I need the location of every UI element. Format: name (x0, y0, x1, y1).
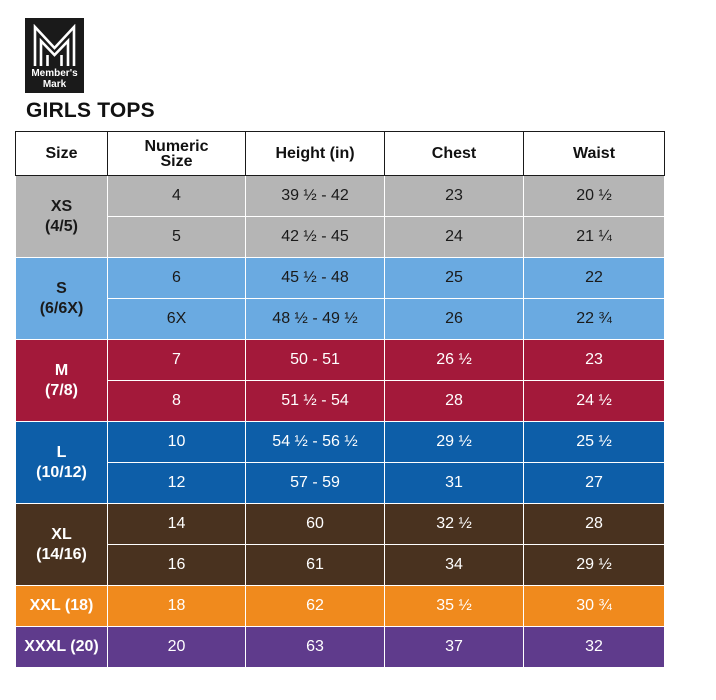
waist-cell: 21 ¼ (523, 216, 665, 258)
waist-cell: 32 (523, 626, 665, 668)
size-range: (4/5) (45, 217, 78, 235)
header-numeric-size: Numeric Size (107, 131, 246, 176)
size-cell: L (10/12) (15, 421, 108, 504)
size-range: (14/16) (36, 545, 87, 563)
logo-wordmark: Member's Mark (25, 68, 84, 90)
waist-cell: 29 ½ (523, 544, 665, 586)
height-cell: 42 ½ - 45 (245, 216, 385, 258)
chest-cell: 26 ½ (384, 339, 524, 381)
logo-line-1: Member's (31, 68, 78, 79)
header-numeric-line-2: Size (160, 152, 193, 170)
table-row: M (7/8) 7 50 - 51 26 ½ 23 (15, 339, 665, 422)
header-chest: Chest (384, 131, 524, 176)
chest-cell: 32 ½ (384, 503, 524, 545)
height-cell: 63 (245, 626, 385, 668)
size-chart-table: Size Numeric Size Height (in) Chest Wais… (15, 131, 665, 668)
waist-cell: 20 ½ (523, 175, 665, 217)
header-numeric-line-1: Numeric (144, 137, 209, 155)
height-cell: 60 (245, 503, 385, 545)
chart-title: GIRLS TOPS (26, 99, 155, 122)
size-range: (7/8) (45, 381, 78, 399)
size-cell: S (6/6X) (15, 257, 108, 340)
members-mark-logo: Member's Mark (25, 18, 84, 93)
numeric-cell: 6X (107, 298, 246, 340)
header-height: Height (in) (245, 131, 385, 176)
waist-cell: 25 ½ (523, 421, 665, 463)
height-cell: 39 ½ - 42 (245, 175, 385, 217)
size-label: M (54, 361, 69, 379)
height-cell: 48 ½ - 49 ½ (245, 298, 385, 340)
size-label: XXXL (20) (24, 638, 99, 655)
size-cell: XXL (18) (15, 585, 108, 627)
size-cell: XXXL (20) (15, 626, 108, 668)
height-cell: 62 (245, 585, 385, 627)
waist-cell: 24 ½ (523, 380, 665, 422)
table-row: XXXL (20) 20 63 37 32 (15, 626, 665, 668)
size-label: XS (50, 197, 73, 215)
height-cell: 57 - 59 (245, 462, 385, 504)
table-row: 12 57 - 59 31 27 (16, 462, 665, 504)
waist-cell: 27 (523, 462, 665, 504)
numeric-cell: 4 (107, 175, 246, 217)
chest-cell: 24 (384, 216, 524, 258)
waist-cell: 23 (523, 339, 665, 381)
size-label: XL (51, 525, 72, 543)
table-row: L (10/12) 10 54 ½ - 56 ½ 29 ½ 25 ½ (15, 421, 665, 504)
numeric-cell: 6 (107, 257, 246, 299)
chest-cell: 37 (384, 626, 524, 668)
height-cell: 54 ½ - 56 ½ (245, 421, 385, 463)
table-row: 8 51 ½ - 54 28 24 ½ (16, 380, 665, 422)
waist-cell: 30 ¾ (523, 585, 665, 627)
waist-cell: 22 ¾ (523, 298, 665, 340)
numeric-cell: 14 (107, 503, 246, 545)
members-mark-m-icon (33, 24, 76, 66)
size-cell: XS (4/5) (15, 175, 108, 258)
waist-cell: 22 (523, 257, 665, 299)
size-cell: M (7/8) (15, 339, 108, 422)
numeric-cell: 12 (107, 462, 246, 504)
chest-cell: 26 (384, 298, 524, 340)
height-cell: 51 ½ - 54 (245, 380, 385, 422)
table-row: XL (14/16) 14 60 32 ½ 28 (15, 503, 665, 586)
numeric-cell: 7 (107, 339, 246, 381)
numeric-cell: 20 (107, 626, 246, 668)
numeric-cell: 16 (107, 544, 246, 586)
chest-cell: 23 (384, 175, 524, 217)
size-label: XXL (18) (29, 597, 94, 614)
numeric-cell: 18 (107, 585, 246, 627)
size-cell: XL (14/16) (15, 503, 108, 586)
chest-cell: 25 (384, 257, 524, 299)
numeric-cell: 10 (107, 421, 246, 463)
header-size: Size (15, 131, 108, 176)
table-row: XXL (18) 18 62 35 ½ 30 ¾ (15, 585, 665, 627)
height-cell: 45 ½ - 48 (245, 257, 385, 299)
size-label: S (56, 279, 67, 297)
table-row: 5 42 ½ - 45 24 21 ¼ (16, 216, 665, 258)
table-row: 6X 48 ½ - 49 ½ 26 22 ¾ (16, 298, 665, 340)
chest-cell: 31 (384, 462, 524, 504)
header-waist: Waist (523, 131, 665, 176)
height-cell: 61 (245, 544, 385, 586)
chest-cell: 35 ½ (384, 585, 524, 627)
numeric-cell: 8 (107, 380, 246, 422)
header-row: Size Numeric Size Height (in) Chest Wais… (15, 131, 665, 176)
table-row: XS (4/5) 4 39 ½ - 42 23 20 ½ (15, 175, 665, 258)
chest-cell: 29 ½ (384, 421, 524, 463)
chest-cell: 28 (384, 380, 524, 422)
height-cell: 50 - 51 (245, 339, 385, 381)
logo-line-2: Mark (42, 79, 67, 90)
numeric-cell: 5 (107, 216, 246, 258)
table-row: S (6/6X) 6 45 ½ - 48 25 22 (15, 257, 665, 340)
table-row: 16 61 34 29 ½ (16, 544, 665, 586)
size-range: (6/6X) (39, 299, 84, 317)
size-label: L (56, 443, 67, 461)
waist-cell: 28 (523, 503, 665, 545)
size-range: (10/12) (36, 463, 87, 481)
chest-cell: 34 (384, 544, 524, 586)
